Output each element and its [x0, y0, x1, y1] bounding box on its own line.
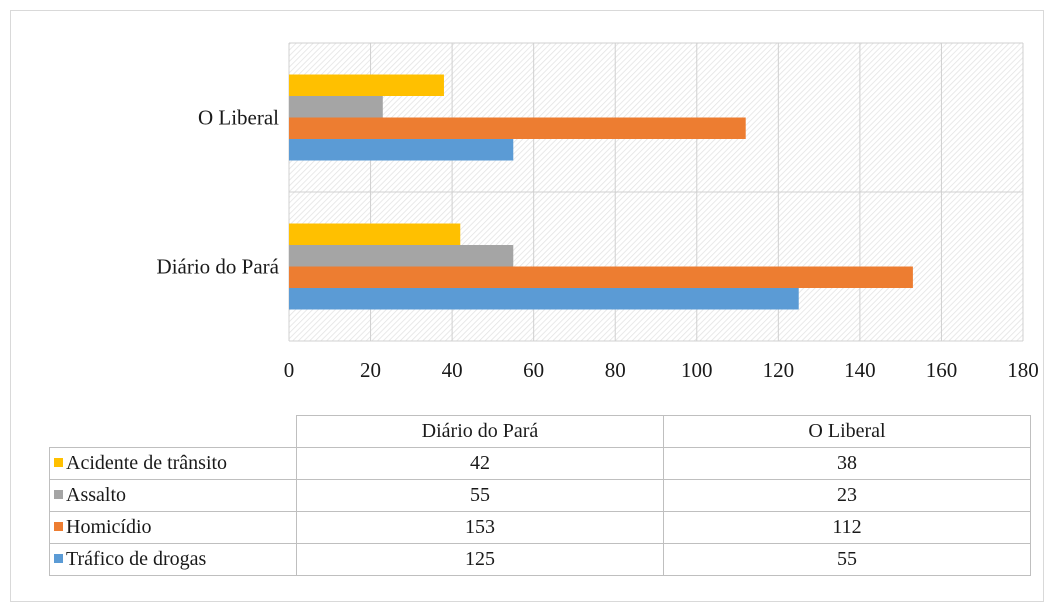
table-row: Acidente de trânsito 42 38	[49, 447, 1031, 480]
chart-frame: Diário do Pará O Liberal 0 20 40 60 80 100 120 1…	[10, 10, 1044, 602]
legend-swatch	[54, 490, 63, 499]
legend-cell: Assalto	[49, 479, 297, 512]
table-header-row: Diário do Pará O Liberal	[50, 415, 1031, 448]
x-tick-label: 80	[605, 358, 626, 382]
x-tick-label: 100	[681, 358, 713, 382]
x-axis-ticks: 0 20 40 60 80 100 120 140 160 180	[284, 358, 1039, 382]
bar	[289, 139, 514, 161]
table-col-header: Diário do Pará	[296, 415, 664, 448]
category-labels: Diário do Pará O Liberal	[157, 106, 280, 279]
legend-swatch	[54, 554, 63, 563]
bar	[289, 223, 461, 245]
series-label: Homicídio	[66, 516, 152, 538]
x-tick-label: 160	[926, 358, 958, 382]
table-cell: 55	[296, 479, 664, 512]
table-row: Homicídio 153 112	[49, 511, 1031, 544]
table-corner	[50, 416, 297, 448]
data-table: Diário do Pará O Liberal Acidente de trâ…	[49, 415, 1031, 576]
series-label: Acidente de trânsito	[66, 452, 228, 474]
table-cell: 23	[663, 479, 1031, 512]
bars	[289, 74, 913, 310]
legend-cell: Tráfico de drogas	[49, 543, 297, 576]
bar-chart: Diário do Pará O Liberal 0 20 40 60 80 100 120 1…	[157, 42, 1039, 382]
bar	[289, 117, 746, 139]
x-tick-label: 0	[284, 358, 295, 382]
table-col-header: O Liberal	[663, 415, 1031, 448]
category-label: O Liberal	[198, 106, 279, 130]
bar	[289, 245, 514, 267]
x-tick-label: 180	[1007, 358, 1039, 382]
bar	[289, 96, 383, 118]
series-label: Assalto	[66, 484, 126, 506]
table-cell: 38	[663, 447, 1031, 480]
legend-swatch	[54, 458, 63, 467]
bar	[289, 74, 444, 96]
table-cell: 112	[663, 511, 1031, 544]
table-cell: 125	[296, 543, 664, 576]
x-tick-label: 40	[442, 358, 463, 382]
table-cell: 42	[296, 447, 664, 480]
table-cell: 153	[296, 511, 664, 544]
table-cell: 55	[663, 543, 1031, 576]
x-tick-label: 20	[360, 358, 381, 382]
legend-cell: Homicídio	[49, 511, 297, 544]
bar	[289, 266, 913, 288]
table-row: Tráfico de drogas 125 55	[49, 543, 1031, 576]
table-row: Assalto 55 23	[49, 479, 1031, 512]
category-label: Diário do Pará	[157, 255, 280, 279]
x-tick-label: 60	[523, 358, 544, 382]
legend-swatch	[54, 522, 63, 531]
x-tick-label: 140	[844, 358, 876, 382]
x-tick-label: 120	[763, 358, 795, 382]
bar	[289, 288, 799, 310]
series-label: Tráfico de drogas	[66, 548, 207, 570]
gridlines	[288, 42, 1024, 342]
legend-cell: Acidente de trânsito	[49, 447, 297, 480]
